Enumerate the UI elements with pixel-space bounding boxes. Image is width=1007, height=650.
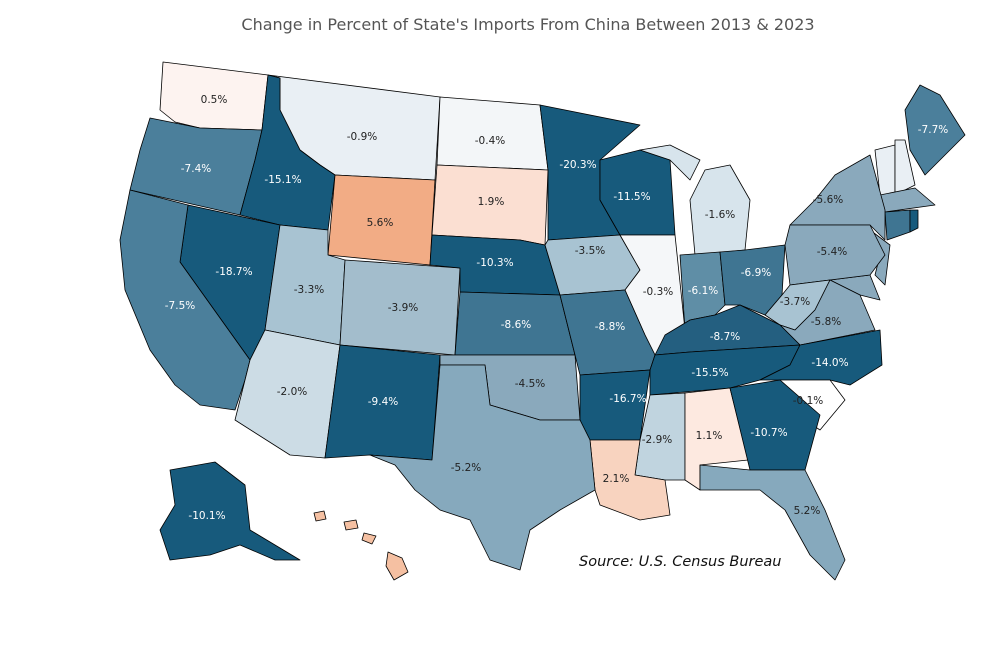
state-value-label: -18.7% [215, 266, 252, 278]
state-shape [313, 510, 327, 522]
state-shape [579, 369, 651, 441]
state-value-label: -7.5% [165, 300, 195, 312]
state-shape [759, 329, 883, 386]
state-value-label: -3.5% [575, 245, 605, 257]
state-value-label: 1.1% [696, 430, 723, 442]
state-value-label: -3.7% [780, 296, 810, 308]
state-value-label: -4.5% [515, 378, 545, 390]
state-value-label: -6.9% [741, 267, 771, 279]
state-value-label: -0.1% [793, 395, 823, 407]
state-shape [909, 209, 919, 233]
state-value-label: -5.6% [813, 194, 843, 206]
state-shape [729, 379, 821, 471]
state-shape [884, 209, 911, 241]
state-value-label: -16.7% [609, 393, 646, 405]
state-value-label: -5.8% [811, 316, 841, 328]
state-value-label: -15.1% [264, 174, 301, 186]
map-title: Change in Percent of State's Imports Fro… [241, 15, 814, 34]
state-shape [894, 139, 916, 196]
state-shape [436, 96, 549, 171]
state-value-label: -10.3% [476, 257, 513, 269]
state-value-label: -2.0% [277, 386, 307, 398]
state-shape [369, 364, 596, 571]
state-value-label: -1.6% [705, 209, 735, 221]
state-shape [904, 84, 966, 176]
state-value-label: -0.3% [643, 286, 673, 298]
state-shape [361, 532, 377, 545]
unlabeled-states [313, 139, 936, 581]
state-shape [699, 464, 846, 581]
labeled-states [119, 61, 966, 581]
state-value-label: -11.5% [613, 191, 650, 203]
state-value-label: -6.1% [688, 285, 718, 297]
state-value-label: -10.1% [188, 510, 225, 522]
state-value-label: -8.7% [710, 331, 740, 343]
state-value-label: 5.2% [794, 505, 821, 517]
source-note: Source: U.S. Census Bureau [579, 554, 782, 570]
state-value-label: -8.6% [501, 319, 531, 331]
state-value-label: -3.9% [388, 302, 418, 314]
state-value-label: -0.4% [475, 135, 505, 147]
state-shape [119, 189, 251, 411]
state-shape [385, 551, 409, 581]
state-shape [789, 154, 886, 241]
state-value-label: 2.1% [603, 473, 630, 485]
state-value-label: -9.4% [368, 396, 398, 408]
state-shape [654, 304, 801, 356]
state-value-label: 1.9% [478, 196, 505, 208]
state-shape [159, 461, 301, 561]
state-value-label: 5.6% [367, 217, 394, 229]
state-value-label: -5.2% [451, 462, 481, 474]
state-value-label: 0.5% [201, 94, 228, 106]
state-value-label: -8.8% [595, 321, 625, 333]
state-value-label: -15.5% [691, 367, 728, 379]
state-shape [589, 439, 671, 521]
state-labels: 0.5% -0.9% -0.4% -20.3% -7.4% -15.1% 5.6% 1.9% -… [165, 94, 948, 522]
state-value-label: -5.4% [817, 246, 847, 258]
state-value-label: -10.7% [750, 427, 787, 439]
state-value-label: -2.9% [642, 434, 672, 446]
state-shape [343, 519, 359, 531]
state-value-label: -3.3% [294, 284, 324, 296]
state-value-label: -0.9% [347, 131, 377, 143]
state-value-label: -7.4% [181, 163, 211, 175]
state-value-label: -7.7% [918, 124, 948, 136]
state-value-label: -20.3% [559, 159, 596, 171]
state-shape [784, 224, 886, 286]
state-value-label: -14.0% [811, 357, 848, 369]
state-shape [239, 74, 336, 231]
